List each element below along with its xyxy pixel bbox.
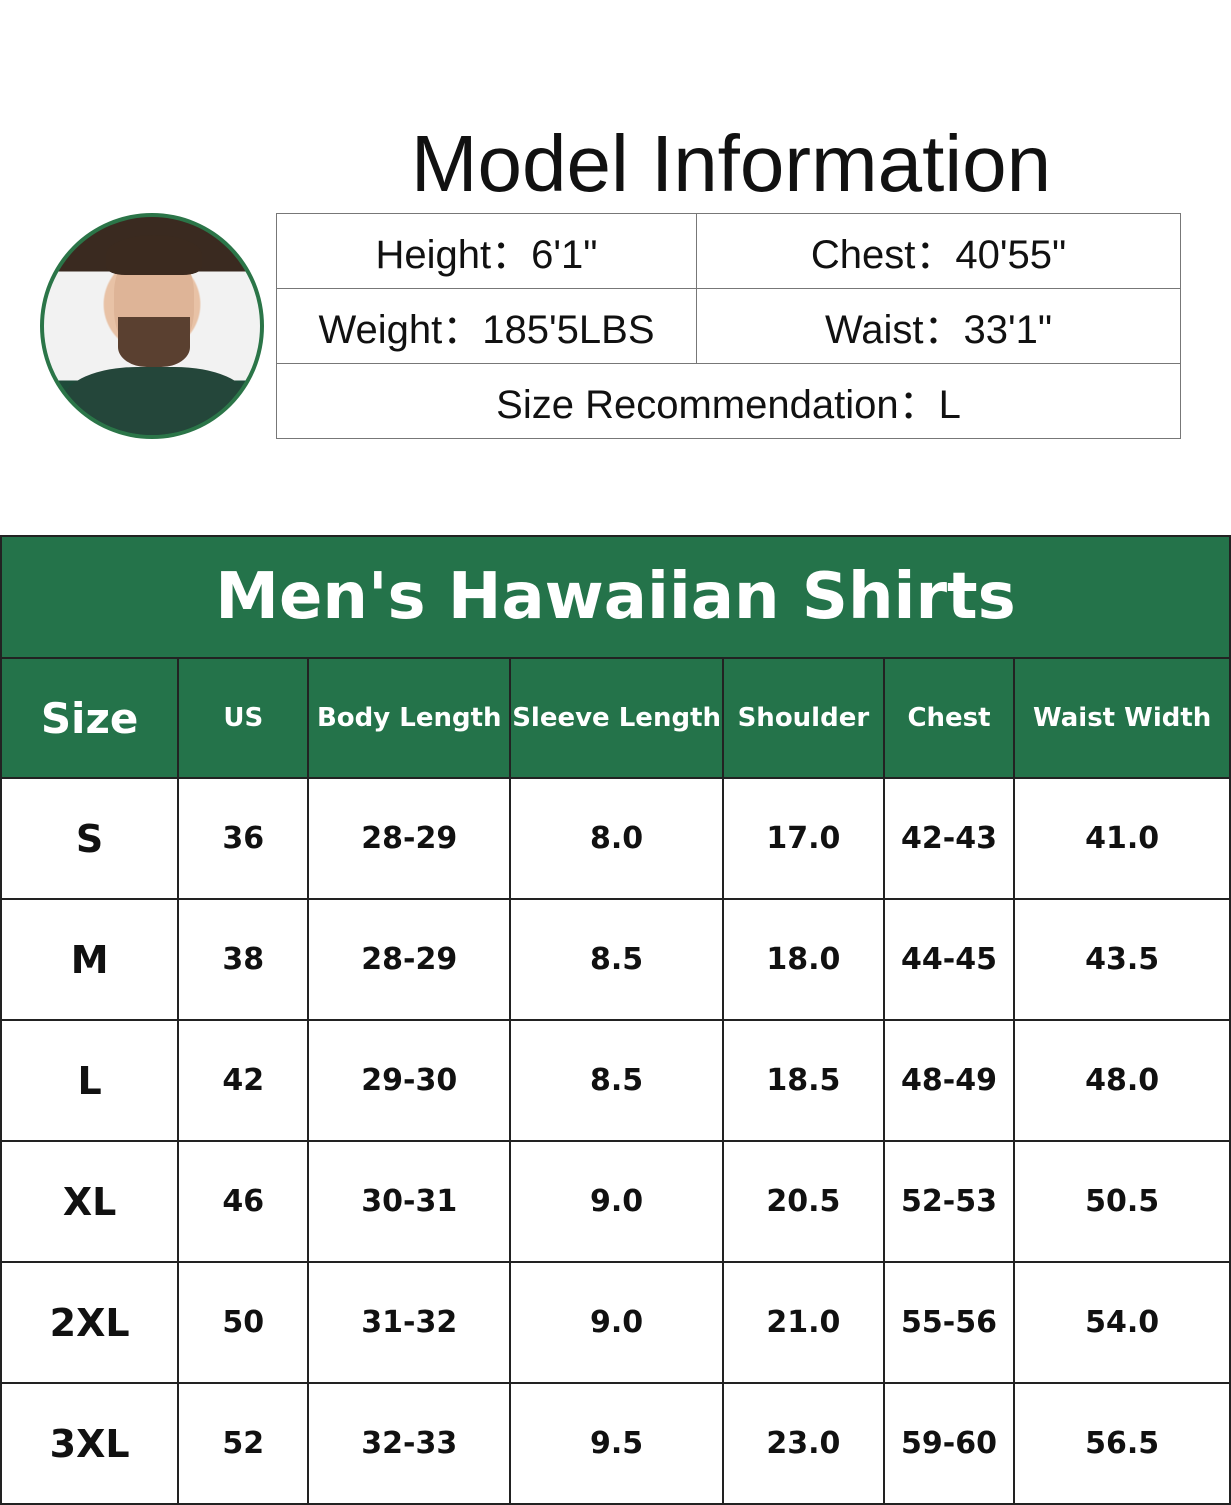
table-cell: 54.0: [1013, 1261, 1231, 1384]
table-cell: 28-29: [307, 777, 512, 900]
table-cell: 8.5: [509, 1019, 725, 1142]
column-header: Shoulder: [722, 657, 885, 779]
table-row: XL 46 30-31 9.0 20.5 52-53 50.5: [0, 1140, 1231, 1263]
size-chart-title: Men's Hawaiian Shirts: [0, 535, 1231, 659]
table-cell: 20.5: [722, 1140, 885, 1263]
model-info-title: Model Information: [410, 119, 1052, 208]
table-cell: 36: [177, 777, 310, 900]
table-cell: 48.0: [1013, 1019, 1231, 1142]
size-recommendation: Size Recommendation：L: [276, 363, 1181, 439]
table-cell: 31-32: [307, 1261, 512, 1384]
table-cell: 46: [177, 1140, 310, 1263]
column-header: Sleeve Length: [509, 657, 725, 779]
column-header: Waist Width: [1013, 657, 1231, 779]
model-waist: Waist：33'1": [696, 288, 1181, 364]
table-cell: 21.0: [722, 1261, 885, 1384]
table-cell: 18.5: [722, 1019, 885, 1142]
model-weight: Weight：185'5LBS: [276, 288, 697, 364]
table-cell: 42-43: [882, 777, 1016, 900]
column-header: Body Length: [307, 657, 512, 779]
table-cell: M: [0, 898, 180, 1021]
model-chest: Chest：40'55": [696, 213, 1181, 289]
table-cell: 30-31: [307, 1140, 512, 1263]
column-header: Size: [0, 657, 180, 779]
table-cell: 18.0: [722, 898, 885, 1021]
model-height: Height：6'1": [276, 213, 697, 289]
table-cell: 23.0: [722, 1382, 885, 1505]
table-cell: 50.5: [1013, 1140, 1231, 1263]
table-cell: 2XL: [0, 1261, 180, 1384]
size-chart-table: Men's Hawaiian Shirts Size US Body Length S…: [0, 535, 1231, 1505]
table-cell: 41.0: [1013, 777, 1231, 900]
table-cell: 48-49: [882, 1019, 1016, 1142]
table-cell: 17.0: [722, 777, 885, 900]
table-row: M 38 28-29 8.5 18.0 44-45 43.5: [0, 898, 1231, 1021]
table-cell: 55-56: [882, 1261, 1016, 1384]
table-row: L 42 29-30 8.5 18.5 48-49 48.0: [0, 1019, 1231, 1142]
table-cell: 56.5: [1013, 1382, 1231, 1505]
table-cell: XL: [0, 1140, 180, 1263]
table-cell: S: [0, 777, 180, 900]
table-cell: 44-45: [882, 898, 1016, 1021]
column-header: Chest: [882, 657, 1016, 779]
model-avatar: [40, 213, 264, 439]
table-cell: 9.5: [509, 1382, 725, 1505]
table-cell: 42: [177, 1019, 310, 1142]
table-cell: 8.5: [509, 898, 725, 1021]
table-cell: 29-30: [307, 1019, 512, 1142]
table-cell: 43.5: [1013, 898, 1231, 1021]
table-cell: 8.0: [509, 777, 725, 900]
column-header: US: [177, 657, 310, 779]
table-cell: 9.0: [509, 1261, 725, 1384]
table-cell: 38: [177, 898, 310, 1021]
table-cell: 59-60: [882, 1382, 1016, 1505]
table-cell: L: [0, 1019, 180, 1142]
model-info-table: Height：6'1" Chest：40'55" Weight：185'5LBS…: [276, 213, 1181, 439]
table-cell: 9.0: [509, 1140, 725, 1263]
table-row: S 36 28-29 8.0 17.0 42-43 41.0: [0, 777, 1231, 900]
table-cell: 52-53: [882, 1140, 1016, 1263]
table-cell: 3XL: [0, 1382, 180, 1505]
table-cell: 52: [177, 1382, 310, 1505]
table-cell: 32-33: [307, 1382, 512, 1505]
table-cell: 50: [177, 1261, 310, 1384]
table-cell: 28-29: [307, 898, 512, 1021]
table-row: 2XL 50 31-32 9.0 21.0 55-56 54.0: [0, 1261, 1231, 1384]
table-row: 3XL 52 32-33 9.5 23.0 59-60 56.5: [0, 1382, 1231, 1505]
